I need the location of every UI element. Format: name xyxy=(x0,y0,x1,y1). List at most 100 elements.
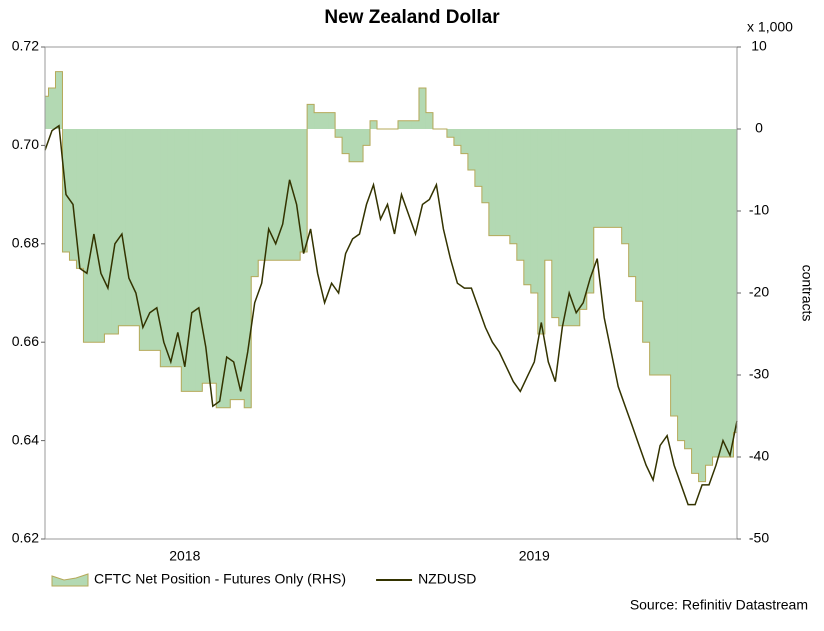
area-step xyxy=(104,129,112,334)
area-step xyxy=(146,129,154,351)
area-step xyxy=(467,129,476,170)
area-step xyxy=(544,129,553,261)
area-step xyxy=(363,129,371,146)
area-step xyxy=(614,129,623,228)
area-step xyxy=(726,129,735,457)
area-step xyxy=(83,129,91,343)
y2-axis-label: contracts xyxy=(799,265,815,322)
area-step xyxy=(558,129,567,326)
area-step xyxy=(209,129,217,384)
area-edge xyxy=(45,71,737,483)
area-step xyxy=(237,129,245,400)
area-step xyxy=(279,129,287,261)
y2-tick-label: 0 xyxy=(755,120,763,136)
area-step xyxy=(76,129,84,269)
area-step xyxy=(132,129,140,326)
area-step xyxy=(656,129,665,375)
area-step xyxy=(342,129,350,154)
area-step xyxy=(509,129,518,244)
area-step xyxy=(537,129,546,334)
area-step xyxy=(453,129,462,146)
y-tick-label: 0.64 xyxy=(12,431,39,447)
area-step xyxy=(530,129,539,293)
area-step xyxy=(460,129,469,154)
area-step xyxy=(565,129,574,326)
y2-unit-label: x 1,000 xyxy=(747,19,793,35)
area-step xyxy=(502,129,511,236)
area-step xyxy=(167,129,175,367)
area-step xyxy=(523,129,532,285)
area-step xyxy=(230,129,238,400)
area-step xyxy=(474,129,483,187)
area-step xyxy=(516,129,525,261)
chart-title: New Zealand Dollar xyxy=(324,7,500,28)
y-tick-label: 0.62 xyxy=(12,530,39,546)
y2-tick-label: -30 xyxy=(749,366,769,382)
area-step xyxy=(223,129,231,408)
y-tick-label: 0.72 xyxy=(12,38,39,54)
area-step xyxy=(621,129,630,244)
area-step xyxy=(216,129,224,408)
area-step xyxy=(677,129,686,441)
area-step xyxy=(174,129,182,367)
area-step xyxy=(328,112,336,129)
area-step xyxy=(579,129,588,310)
area-step xyxy=(272,129,280,261)
area-step xyxy=(593,129,602,228)
area-step xyxy=(321,112,329,129)
area-step xyxy=(349,129,357,162)
area-step xyxy=(607,129,616,228)
area-step xyxy=(733,129,738,433)
area-step xyxy=(446,129,455,138)
area-step xyxy=(628,129,637,277)
area-step xyxy=(663,129,672,375)
area-step xyxy=(139,129,147,351)
area-step xyxy=(118,129,126,326)
area-step xyxy=(418,88,427,129)
area-step xyxy=(258,129,266,261)
area-step xyxy=(551,129,560,318)
y-tick-label: 0.70 xyxy=(12,136,39,152)
area-step xyxy=(684,129,693,449)
area-step xyxy=(265,129,273,261)
y-tick-label: 0.68 xyxy=(12,235,39,251)
area-step xyxy=(691,129,700,474)
area-step xyxy=(495,129,504,236)
legend-swatch xyxy=(51,573,89,587)
area-step xyxy=(642,129,651,343)
y2-tick-label: 10 xyxy=(751,38,767,54)
area-step xyxy=(195,129,203,392)
x-tick-label: 2019 xyxy=(519,548,550,564)
area-step xyxy=(600,129,609,228)
area-step xyxy=(370,120,378,129)
area-step xyxy=(705,129,714,466)
area-step xyxy=(649,129,658,375)
y2-tick-label: -50 xyxy=(749,530,769,546)
area-step xyxy=(55,71,63,129)
area-step xyxy=(670,129,679,416)
area-step xyxy=(244,129,252,408)
area-step xyxy=(69,129,77,261)
line xyxy=(44,124,738,506)
area-step xyxy=(411,120,420,129)
area-step xyxy=(111,129,119,334)
area-step xyxy=(181,129,189,392)
area-step xyxy=(586,129,595,293)
area-step xyxy=(698,129,707,482)
legend-label: NZDUSD xyxy=(418,571,476,587)
y2-tick-label: -20 xyxy=(749,284,769,300)
area-step xyxy=(425,112,434,129)
area-step xyxy=(125,129,133,326)
area-step xyxy=(635,129,644,302)
area-step xyxy=(188,129,196,392)
area-step xyxy=(488,129,497,236)
area-step xyxy=(481,129,490,203)
legend-label: CFTC Net Position - Futures Only (RHS) xyxy=(94,571,346,587)
y2-tick-label: -40 xyxy=(749,448,769,464)
area-step xyxy=(314,112,322,129)
area-step xyxy=(404,120,413,129)
area-step xyxy=(335,129,343,138)
y-tick-label: 0.66 xyxy=(12,333,39,349)
y2-tick-label: -10 xyxy=(749,202,769,218)
